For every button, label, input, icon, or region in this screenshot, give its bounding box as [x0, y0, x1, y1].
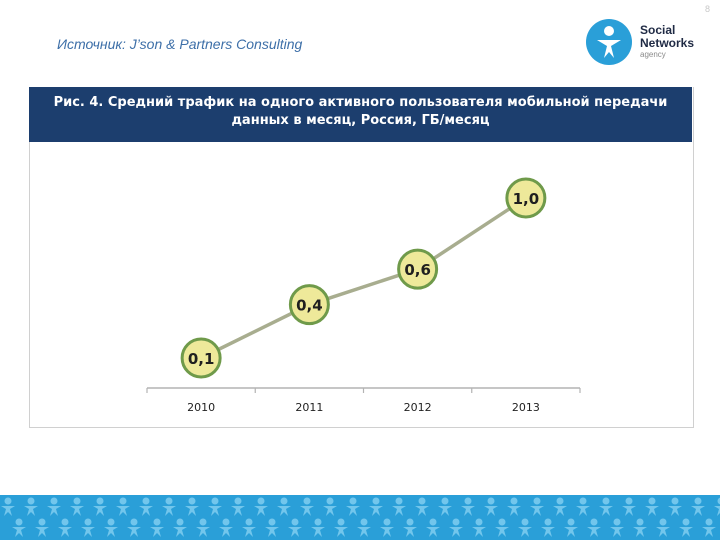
footer-figure-icon [415, 497, 429, 516]
footer-figure-icon [127, 518, 141, 537]
footer-figure-icon [58, 518, 72, 537]
footer-figure-icon [484, 497, 498, 516]
data-point [397, 248, 439, 290]
footer-figure-icon [185, 497, 199, 516]
data-point [180, 337, 222, 379]
footer-figure-icon [576, 497, 590, 516]
footer-figure-icon [380, 518, 394, 537]
footer-figure-icon [541, 518, 555, 537]
logo-line2: Networks [640, 36, 695, 50]
footer-figure-icon [35, 518, 49, 537]
footer-figure-icon [311, 518, 325, 537]
footer-figure-icon [219, 518, 233, 537]
footer-figure-icon [70, 497, 84, 516]
data-point [288, 284, 330, 326]
footer-figure-icon [668, 497, 682, 516]
logo-line1: Social [640, 23, 676, 37]
footer-figure-icon [357, 518, 371, 537]
footer-figure-icon [162, 497, 176, 516]
footer-figure-icon [679, 518, 693, 537]
footer-figure-icon [553, 497, 567, 516]
footer-figure-icon [277, 497, 291, 516]
logo: Social Networks agency [585, 18, 705, 66]
footer-figure-icon [599, 497, 613, 516]
data-label: 0,6 [404, 261, 431, 279]
footer-figure-icon [346, 497, 360, 516]
footer-figure-icon [507, 497, 521, 516]
footer-figure-icon [47, 497, 61, 516]
footer-figure-icon [300, 497, 314, 516]
footer-figure-icon [610, 518, 624, 537]
footer-figure-icon [495, 518, 509, 537]
footer-pattern-graphic [1, 497, 720, 537]
footer-figure-icon [104, 518, 118, 537]
series-line [200, 196, 527, 360]
footer-figure-icon [702, 518, 716, 537]
footer-figure-icon [691, 497, 705, 516]
footer-figure-icon [438, 497, 452, 516]
footer-figure-icon [334, 518, 348, 537]
x-tick-label: 2013 [512, 401, 540, 414]
page-number: 8 [704, 4, 710, 14]
footer-figure-icon [81, 518, 95, 537]
footer-figure-icon [633, 518, 647, 537]
footer-figure-icon [656, 518, 670, 537]
source-caption: Источник: J’son & Partners Consulting [57, 36, 303, 52]
footer-figure-icon [265, 518, 279, 537]
data-point [505, 177, 547, 219]
x-tick-label: 2010 [187, 401, 215, 414]
footer-figure-icon [242, 518, 256, 537]
footer-figure-icon [254, 497, 268, 516]
footer-figure-icon [231, 497, 245, 516]
footer-figure-icon [196, 518, 210, 537]
footer-pattern [0, 495, 720, 540]
footer-figure-icon [139, 497, 153, 516]
footer-figure-icon [12, 518, 26, 537]
footer-figure-icon [530, 497, 544, 516]
logo-line3: agency [640, 50, 666, 59]
footer-figure-icon [645, 497, 659, 516]
footer-figure-icon [323, 497, 337, 516]
data-label: 1,0 [513, 190, 540, 208]
footer-figure-icon [587, 518, 601, 537]
footer-figure-icon [461, 497, 475, 516]
data-label: 0,1 [188, 350, 215, 368]
footer-figure-icon [150, 518, 164, 537]
logo-icon [586, 19, 632, 65]
footer-figure-icon [1, 497, 15, 516]
footer-figure-icon [288, 518, 302, 537]
footer-figure-icon [24, 497, 38, 516]
footer-figure-icon [564, 518, 578, 537]
footer-figure-icon [622, 497, 636, 516]
footer-figure-icon [93, 497, 107, 516]
footer-figure-icon [449, 518, 463, 537]
chart-title: Рис. 4. Средний трафик на одного активно… [29, 87, 692, 142]
data-label: 0,4 [296, 297, 323, 315]
footer-figure-icon [472, 518, 486, 537]
footer-figure-icon [392, 497, 406, 516]
footer-figure-icon [116, 497, 130, 516]
footer-figure-icon [208, 497, 222, 516]
footer-figure-icon [426, 518, 440, 537]
footer-figure-icon [369, 497, 383, 516]
footer-figure-icon [403, 518, 417, 537]
x-tick-label: 2011 [295, 401, 323, 414]
footer-figure-icon [714, 497, 720, 516]
chart-frame [29, 87, 694, 428]
x-tick-label: 2012 [404, 401, 432, 414]
footer-figure-icon [518, 518, 532, 537]
footer-figure-icon [173, 518, 187, 537]
